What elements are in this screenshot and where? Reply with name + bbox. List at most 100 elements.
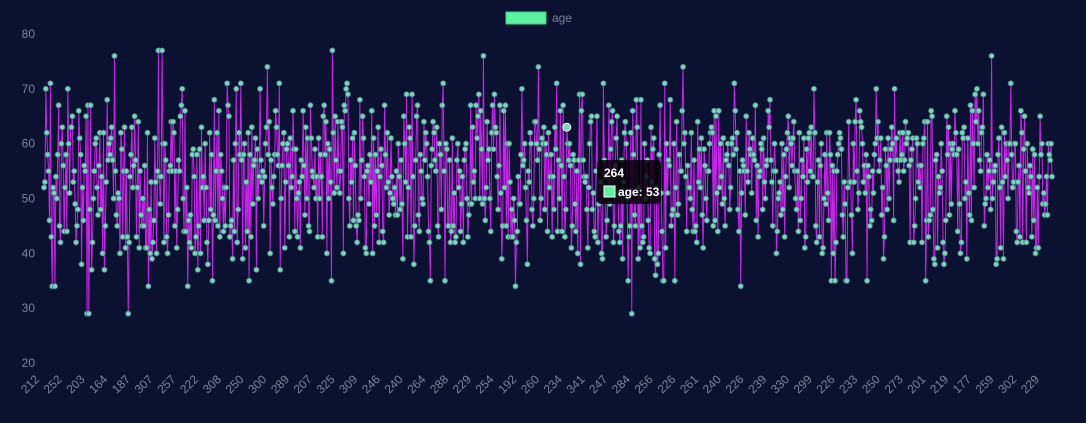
data-point[interactable] <box>574 250 581 257</box>
data-point[interactable] <box>911 222 918 229</box>
data-point[interactable] <box>210 211 217 218</box>
data-point[interactable] <box>899 129 906 136</box>
data-point[interactable] <box>50 184 57 191</box>
data-point[interactable] <box>353 222 360 229</box>
data-point[interactable] <box>835 140 842 147</box>
data-point[interactable] <box>782 173 789 180</box>
data-point[interactable] <box>526 179 533 186</box>
data-point[interactable] <box>627 129 634 136</box>
data-point[interactable] <box>48 233 55 240</box>
data-point[interactable] <box>883 162 890 169</box>
data-point[interactable] <box>588 113 595 120</box>
data-point[interactable] <box>658 228 665 235</box>
data-point[interactable] <box>789 135 796 142</box>
data-point[interactable] <box>86 206 93 213</box>
data-point[interactable] <box>655 250 662 257</box>
data-point[interactable] <box>613 135 620 142</box>
data-point[interactable] <box>272 107 279 114</box>
data-point[interactable] <box>562 206 569 213</box>
data-point[interactable] <box>378 162 385 169</box>
data-point[interactable] <box>349 135 356 142</box>
data-point[interactable] <box>110 195 117 202</box>
data-point[interactable] <box>460 239 467 246</box>
data-point[interactable] <box>513 239 520 246</box>
data-point[interactable] <box>604 217 611 224</box>
data-point[interactable] <box>436 140 443 147</box>
data-point[interactable] <box>957 250 964 257</box>
data-point[interactable] <box>817 162 824 169</box>
data-point[interactable] <box>362 244 369 251</box>
data-point[interactable] <box>165 211 172 218</box>
data-point[interactable] <box>900 168 907 175</box>
data-point[interactable] <box>850 140 857 147</box>
data-point[interactable] <box>788 140 795 147</box>
data-point[interactable] <box>906 162 913 169</box>
data-point[interactable] <box>978 129 985 136</box>
data-point[interactable] <box>963 255 970 262</box>
data-point[interactable] <box>1044 211 1051 218</box>
data-point[interactable] <box>1020 146 1027 153</box>
data-point[interactable] <box>72 200 79 207</box>
data-point[interactable] <box>875 118 882 125</box>
data-point[interactable] <box>355 211 362 218</box>
data-point[interactable] <box>297 244 304 251</box>
data-point[interactable] <box>100 129 107 136</box>
data-point[interactable] <box>483 184 490 191</box>
data-point[interactable] <box>291 228 298 235</box>
data-point[interactable] <box>914 140 921 147</box>
data-point[interactable] <box>241 140 248 147</box>
data-point[interactable] <box>646 244 653 251</box>
data-point[interactable] <box>541 206 548 213</box>
data-point[interactable] <box>245 129 252 136</box>
data-point[interactable] <box>587 118 594 125</box>
data-point[interactable] <box>876 157 883 164</box>
data-point[interactable] <box>583 206 590 213</box>
data-point[interactable] <box>203 239 210 246</box>
data-point[interactable] <box>951 107 958 114</box>
data-point[interactable] <box>1005 195 1012 202</box>
data-point[interactable] <box>829 162 836 169</box>
data-point[interactable] <box>1030 217 1037 224</box>
data-point[interactable] <box>369 250 376 257</box>
data-point[interactable] <box>617 222 624 229</box>
data-point[interactable] <box>469 124 476 131</box>
data-point[interactable] <box>104 96 111 103</box>
legend[interactable]: age <box>505 11 572 25</box>
data-point[interactable] <box>534 157 541 164</box>
data-point[interactable] <box>162 157 169 164</box>
data-point[interactable] <box>41 179 48 186</box>
data-point[interactable] <box>315 135 322 142</box>
data-point[interactable] <box>719 200 726 207</box>
data-point[interactable] <box>478 146 485 153</box>
data-point[interactable] <box>778 211 785 218</box>
data-point[interactable] <box>930 255 937 262</box>
data-point[interactable] <box>1027 173 1034 180</box>
data-point[interactable] <box>498 255 505 262</box>
data-point[interactable] <box>889 140 896 147</box>
data-point[interactable] <box>74 206 81 213</box>
data-point[interactable] <box>964 135 971 142</box>
data-point[interactable] <box>940 239 947 246</box>
data-point[interactable] <box>69 113 76 120</box>
data-point[interactable] <box>723 151 730 158</box>
data-point[interactable] <box>669 206 676 213</box>
data-point[interactable] <box>111 52 118 59</box>
data-point[interactable] <box>452 239 459 246</box>
data-point[interactable] <box>159 47 166 54</box>
data-point[interactable] <box>886 157 893 164</box>
data-point[interactable] <box>375 124 382 131</box>
data-point[interactable] <box>582 179 589 186</box>
data-point[interactable] <box>91 168 98 175</box>
data-point[interactable] <box>660 277 667 284</box>
data-point[interactable] <box>319 233 326 240</box>
data-point[interactable] <box>491 91 498 98</box>
data-point[interactable] <box>248 124 255 131</box>
data-point[interactable] <box>647 250 654 257</box>
data-point[interactable] <box>492 124 499 131</box>
data-point[interactable] <box>410 261 417 268</box>
data-point[interactable] <box>98 173 105 180</box>
data-point[interactable] <box>962 195 969 202</box>
data-point[interactable] <box>614 113 621 120</box>
data-point[interactable] <box>634 124 641 131</box>
data-point[interactable] <box>398 157 405 164</box>
